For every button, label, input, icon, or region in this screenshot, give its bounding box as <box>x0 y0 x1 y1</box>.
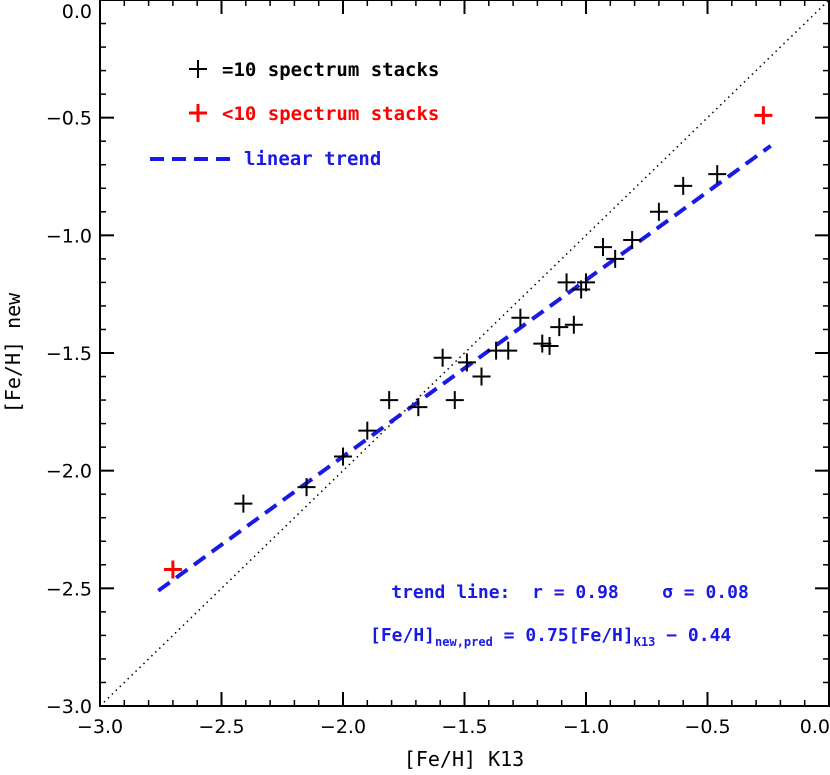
y-tick-label: −1.5 <box>46 343 92 365</box>
y-tick-label: −2.5 <box>46 578 92 600</box>
data-point <box>708 165 727 184</box>
legend-label: =10 spectrum stacks <box>222 59 439 81</box>
legend-entry: <10 spectrum stacks <box>189 103 439 125</box>
legend-label: <10 spectrum stacks <box>222 103 439 125</box>
x-tick-label: −1.0 <box>563 716 609 738</box>
data-point <box>457 353 476 372</box>
data-point <box>472 367 491 386</box>
data-point <box>649 202 668 221</box>
data-point <box>550 318 569 337</box>
trend-line <box>157 144 772 593</box>
x-tick-label: −3.0 <box>77 716 123 738</box>
y-tick-label: −0.5 <box>46 108 92 130</box>
equation-lhs-subscript: new,pred <box>435 635 493 649</box>
data-point <box>358 421 377 440</box>
data-point <box>540 336 559 355</box>
data-point <box>674 176 693 195</box>
legend: =10 spectrum stacks <10 spectrum stacks li… <box>150 59 439 170</box>
data-point <box>594 238 613 257</box>
data-point <box>557 273 576 292</box>
equation-mid: = 0.75[Fe/H] <box>493 625 634 646</box>
data-point <box>297 478 316 497</box>
legend-label: linear trend <box>244 148 381 170</box>
x-tick-label: −2.5 <box>198 716 244 738</box>
data-point <box>409 398 428 417</box>
ticks-layer: −3.0 −2.5 −2.0 −1.5 −1.0 −0.5 0.0 −3.0 −2.5 −2.0 −… <box>46 0 830 738</box>
data-point <box>577 273 595 292</box>
data-point <box>623 231 642 250</box>
identity-line <box>99 0 830 707</box>
data-point <box>380 391 399 410</box>
y-tick-label: 0.0 <box>62 1 92 23</box>
data-point <box>334 447 352 466</box>
y-axis-label: [Fe/H] new <box>1 292 25 413</box>
data-point <box>234 494 253 513</box>
data-point <box>533 334 552 353</box>
legend-entry: linear trend <box>150 148 381 170</box>
points-layer <box>163 106 773 579</box>
y-tick-label: −3.0 <box>46 696 92 718</box>
identity-layer <box>99 0 830 707</box>
equation-annotation: [Fe/H]new,pred = 0.75[Fe/H]K13 − 0.44 <box>370 625 731 649</box>
data-point <box>499 341 518 360</box>
data-point <box>606 249 625 268</box>
x-tick-label: 0.0 <box>800 716 830 738</box>
stats-annotation: trend line: r = 0.98 σ = 0.08 <box>391 582 749 603</box>
data-point <box>564 315 583 334</box>
equation-lhs: [Fe/H] <box>370 625 435 646</box>
y-tick-label: −2.0 <box>46 461 92 483</box>
equation-rhs: − 0.44 <box>655 625 731 646</box>
data-point <box>433 348 452 367</box>
data-point <box>445 391 464 410</box>
data-point <box>511 308 530 327</box>
data-point <box>754 106 773 125</box>
trend-layer <box>157 144 772 593</box>
x-tick-label: −2.0 <box>320 716 366 738</box>
data-point <box>572 280 591 299</box>
x-tick-label: −1.5 <box>441 716 487 738</box>
y-tick-label: −1.0 <box>46 225 92 247</box>
x-tick-label: −0.5 <box>684 716 730 738</box>
x-axis-label: [Fe/H] K13 <box>404 747 524 771</box>
legend-entry: =10 spectrum stacks <box>189 59 439 81</box>
equation-mid-subscript: K13 <box>634 635 656 649</box>
data-point <box>163 560 182 579</box>
